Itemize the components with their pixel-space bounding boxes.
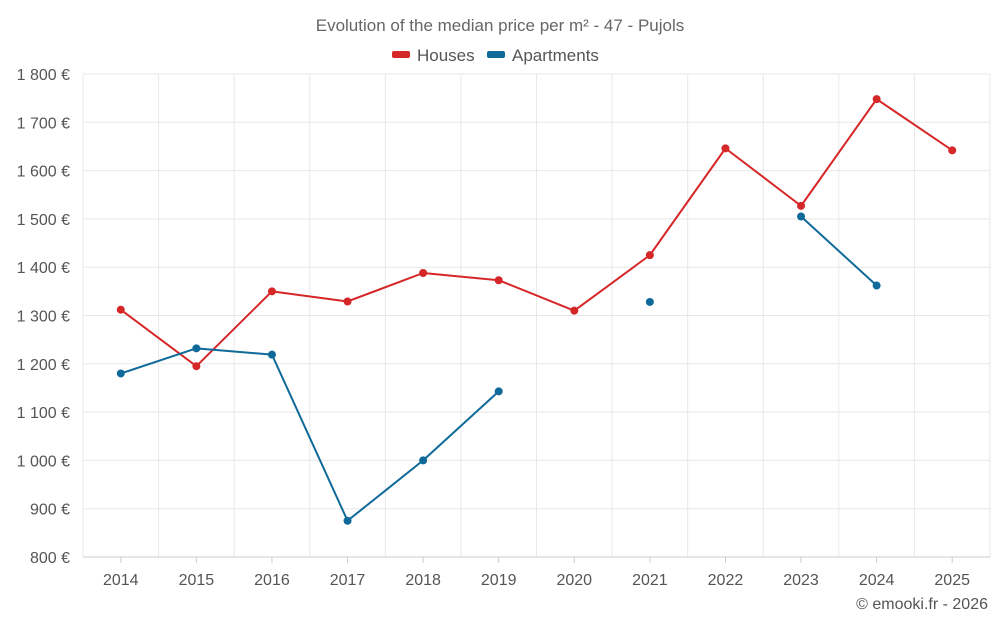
- y-tick-label: 1 300 €: [17, 309, 70, 326]
- x-tick-label: 2018: [405, 572, 441, 589]
- y-tick-label: 800 €: [30, 550, 70, 567]
- data-point-apartments[interactable]: [343, 516, 352, 525]
- y-tick-label: 1 400 €: [17, 260, 70, 277]
- data-point-houses[interactable]: [872, 95, 881, 104]
- y-tick-label: 1 200 €: [17, 357, 70, 374]
- data-point-apartments[interactable]: [192, 344, 201, 353]
- data-point-apartments[interactable]: [419, 456, 428, 465]
- data-point-houses[interactable]: [494, 276, 503, 285]
- legend-label: Houses: [417, 46, 475, 65]
- y-tick-label: 1 100 €: [17, 405, 70, 422]
- data-point-apartments[interactable]: [872, 281, 881, 290]
- data-point-houses[interactable]: [267, 287, 276, 296]
- legend: Houses Apartments: [392, 46, 599, 65]
- data-point-apartments[interactable]: [645, 297, 654, 306]
- y-axis: 800 € 900 € 1 000 € 1 100 € 1 200 € 1 300 € 1 …: [17, 67, 70, 567]
- grid: [82, 73, 991, 558]
- series-line-apartments: [120, 215, 878, 522]
- x-axis: 2014 2015 2016 2017 2018 2019 2020 2021 2022 2023…: [103, 557, 970, 589]
- credit-text: © emooki.fr - 2026: [856, 596, 988, 613]
- x-tick-label: 2017: [330, 572, 366, 589]
- data-point-houses[interactable]: [343, 297, 352, 306]
- data-point-houses[interactable]: [645, 251, 654, 260]
- data-point-houses[interactable]: [419, 268, 428, 277]
- data-point-houses[interactable]: [116, 305, 125, 314]
- data-point-apartments[interactable]: [267, 350, 276, 359]
- series-apartments: [116, 212, 881, 525]
- chart-title: Evolution of the median price per m² - 4…: [316, 16, 685, 35]
- x-tick-label: 2020: [556, 572, 592, 589]
- data-point-apartments[interactable]: [797, 212, 806, 221]
- data-point-apartments[interactable]: [116, 369, 125, 378]
- y-tick-label: 1 700 €: [17, 115, 70, 132]
- y-tick-label: 1 000 €: [17, 453, 70, 470]
- legend-swatch: [487, 51, 505, 58]
- series-line-houses: [120, 98, 953, 368]
- x-tick-label: 2024: [859, 572, 895, 589]
- x-tick-label: 2023: [783, 572, 819, 589]
- y-tick-label: 1 500 €: [17, 212, 70, 229]
- legend-item-apartments[interactable]: Apartments: [487, 46, 599, 65]
- data-point-houses[interactable]: [192, 362, 201, 371]
- data-point-apartments[interactable]: [494, 387, 503, 396]
- y-tick-label: 900 €: [30, 502, 70, 519]
- legend-swatch: [392, 51, 410, 58]
- x-tick-label: 2021: [632, 572, 668, 589]
- data-point-houses[interactable]: [948, 146, 957, 155]
- y-tick-label: 1 800 €: [17, 67, 70, 84]
- series-houses: [116, 95, 957, 371]
- data-point-houses[interactable]: [570, 306, 579, 315]
- series-group: [116, 95, 957, 525]
- x-tick-label: 2022: [708, 572, 744, 589]
- x-tick-label: 2016: [254, 572, 290, 589]
- legend-label: Apartments: [512, 46, 599, 65]
- data-point-houses[interactable]: [721, 144, 730, 153]
- legend-item-houses[interactable]: Houses: [392, 46, 475, 65]
- x-tick-label: 2014: [103, 572, 139, 589]
- x-tick-label: 2019: [481, 572, 517, 589]
- y-tick-label: 1 600 €: [17, 164, 70, 181]
- data-point-houses[interactable]: [797, 201, 806, 210]
- x-tick-label: 2015: [179, 572, 215, 589]
- x-tick-label: 2025: [934, 572, 970, 589]
